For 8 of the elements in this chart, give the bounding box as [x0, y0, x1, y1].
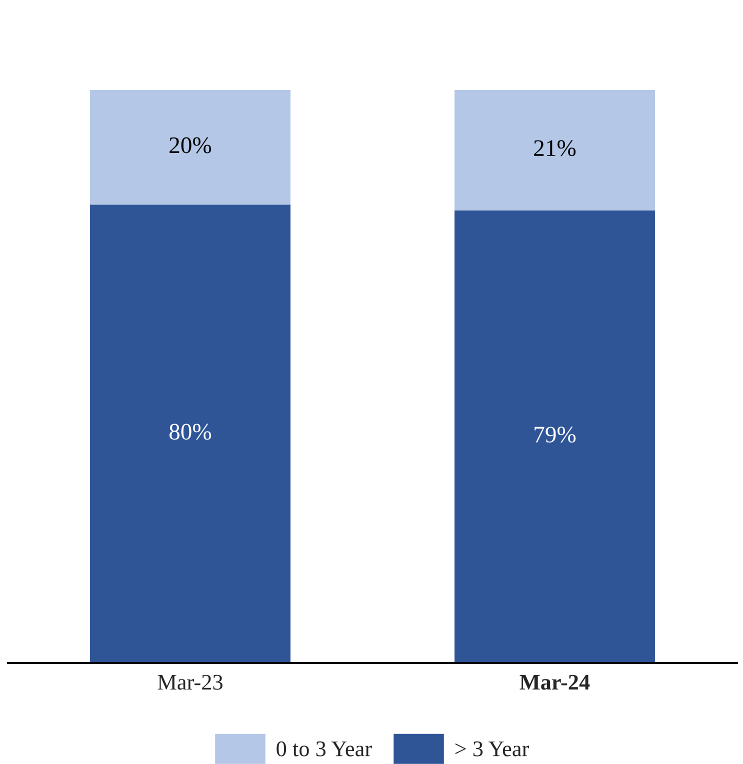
data-label: 79% [534, 426, 576, 443]
data-label: 20% [170, 137, 212, 154]
data-label: 80% [170, 424, 212, 440]
x-tick-label: Mar-24 [520, 674, 590, 690]
x-tick-label: Mar-23 [158, 674, 222, 690]
legend-label: 0 to 3 Year [276, 741, 372, 756]
legend-label: > 3 Year [455, 741, 529, 756]
data-label: 21% [534, 140, 576, 156]
